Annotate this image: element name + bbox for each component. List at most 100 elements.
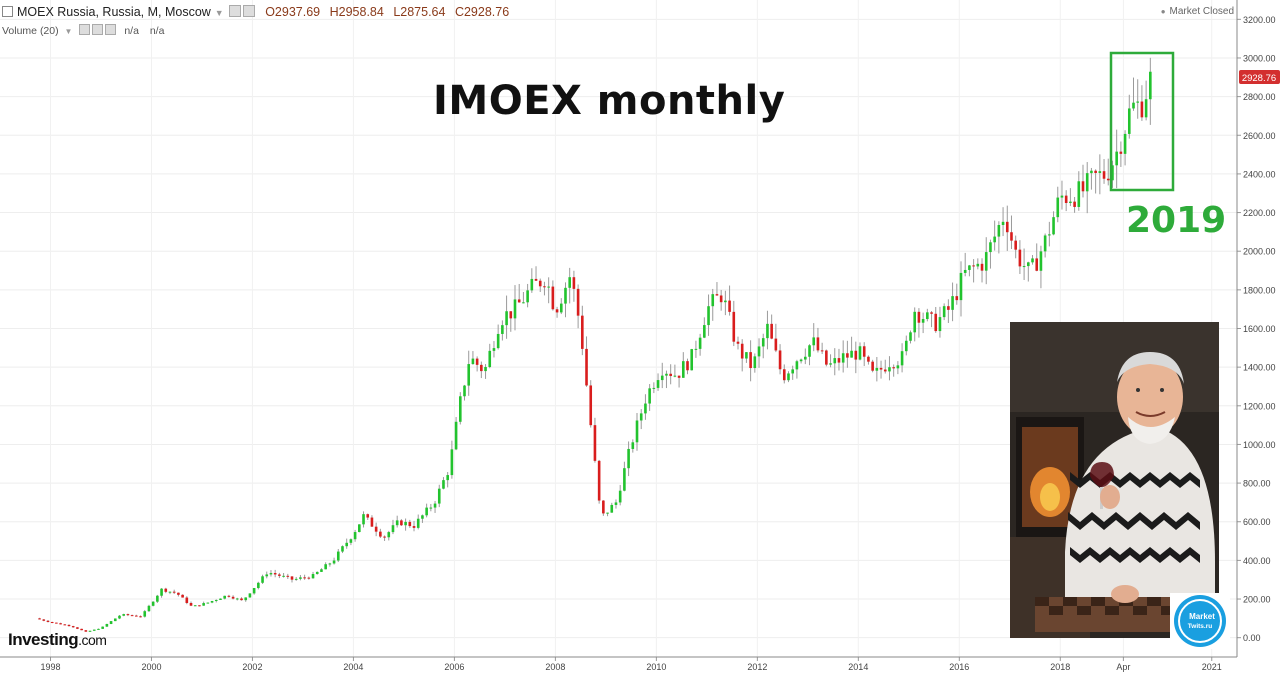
candle-up — [450, 449, 454, 476]
candle-down — [1064, 195, 1068, 204]
candle-up — [648, 388, 651, 404]
close-value: C2928.76 — [454, 5, 510, 19]
candle-up — [122, 614, 126, 616]
candle-up — [294, 578, 298, 580]
candle-up — [248, 593, 252, 598]
candle-down — [1119, 151, 1123, 154]
candle-up — [795, 361, 799, 370]
candle-up — [143, 611, 147, 617]
candle-up — [1123, 133, 1127, 154]
candle-up — [353, 532, 357, 540]
candle-down — [290, 576, 294, 580]
candle-up — [223, 595, 226, 599]
gear-icon[interactable] — [92, 24, 104, 35]
candle-up — [147, 605, 151, 612]
candle-up — [627, 448, 630, 469]
x-tick-label: 2012 — [747, 662, 767, 672]
volume-label[interactable]: Volume (20) — [2, 25, 59, 37]
candle-up — [707, 306, 710, 326]
candle-up — [311, 574, 315, 579]
y-tick-label: 2400.00 — [1243, 169, 1276, 179]
candle-up — [694, 348, 698, 350]
candle-down — [475, 358, 479, 365]
candle-up — [618, 490, 622, 503]
svg-text:Market: Market — [1189, 612, 1215, 621]
candle-up — [673, 375, 677, 377]
candle-up — [547, 286, 550, 288]
instrument-name[interactable]: MOEX Russia, Russia, M, Moscow — [17, 5, 211, 19]
chevron-down-icon[interactable]: ▼ — [64, 27, 73, 36]
candle-up — [993, 236, 996, 243]
candle-up — [1043, 235, 1047, 252]
candle-down — [374, 526, 378, 532]
candle-down — [543, 286, 546, 288]
collapse-icon[interactable] — [2, 6, 13, 17]
candle-up — [1048, 234, 1051, 236]
candle-up — [875, 367, 879, 371]
candle-up — [631, 442, 635, 449]
candle-up — [492, 348, 496, 351]
candle-up — [724, 300, 727, 303]
candle-up — [1149, 71, 1152, 100]
candle-down — [42, 619, 46, 621]
candle-up — [1111, 165, 1114, 181]
candle-down — [980, 263, 984, 271]
candle-down — [555, 309, 559, 313]
candle-down — [1010, 232, 1013, 241]
highlight-year-label: 2019 — [1126, 200, 1227, 241]
candle-up — [614, 502, 618, 505]
candle-down — [50, 621, 54, 623]
eye-icon[interactable] — [79, 24, 91, 35]
candle-up — [315, 571, 319, 575]
chevron-down-icon[interactable]: ▼ — [214, 8, 224, 18]
candle-down — [581, 315, 584, 349]
candle-down — [846, 353, 849, 358]
markettwits-badge: Market Twits.ru — [1170, 593, 1230, 649]
candle-up — [446, 475, 449, 481]
last-price-label: 2928.76 — [1242, 73, 1276, 84]
candle-up — [105, 623, 109, 627]
x-tick-label: 2016 — [949, 662, 969, 672]
candle-up — [812, 337, 816, 346]
close-icon[interactable] — [105, 24, 117, 35]
candle-up — [345, 542, 349, 547]
candle-down — [189, 602, 193, 606]
candle-up — [1022, 266, 1026, 268]
candle-up — [244, 597, 248, 601]
candle-down — [71, 626, 75, 628]
high-value: H2958.84 — [329, 5, 384, 19]
candle-up — [1098, 171, 1102, 173]
candle-down — [782, 369, 786, 381]
candle-down — [917, 311, 921, 323]
candle-up — [421, 515, 424, 519]
x-tick-label: 2002 — [242, 662, 262, 672]
low-value: L2875.64 — [393, 5, 446, 19]
candle-up — [644, 403, 647, 414]
candle-down — [509, 311, 513, 319]
candle-down — [686, 361, 689, 371]
candle-up — [698, 337, 702, 349]
x-tick-label: 2021 — [1202, 662, 1222, 672]
candle-down — [778, 350, 782, 370]
settings-icon[interactable] — [228, 5, 241, 17]
candle-down — [164, 588, 168, 592]
candle-down — [1014, 240, 1017, 250]
candle-up — [913, 311, 917, 333]
y-tick-label: 2800.00 — [1243, 92, 1276, 102]
y-tick-label: 1200.00 — [1243, 401, 1276, 411]
y-tick-label: 1600.00 — [1243, 324, 1276, 334]
x-tick-label: 2010 — [646, 662, 666, 672]
candle-up — [425, 507, 428, 516]
candle-up — [1060, 195, 1064, 198]
gear-icon[interactable] — [242, 5, 255, 17]
candle-down — [55, 622, 58, 624]
candle-up — [559, 303, 563, 313]
y-tick-label: 3000.00 — [1243, 53, 1276, 63]
candle-down — [80, 628, 83, 631]
candle-down — [930, 312, 933, 314]
candle-up — [841, 353, 845, 363]
candle-up — [97, 628, 100, 630]
candle-up — [416, 518, 420, 528]
candle-up — [513, 299, 517, 319]
